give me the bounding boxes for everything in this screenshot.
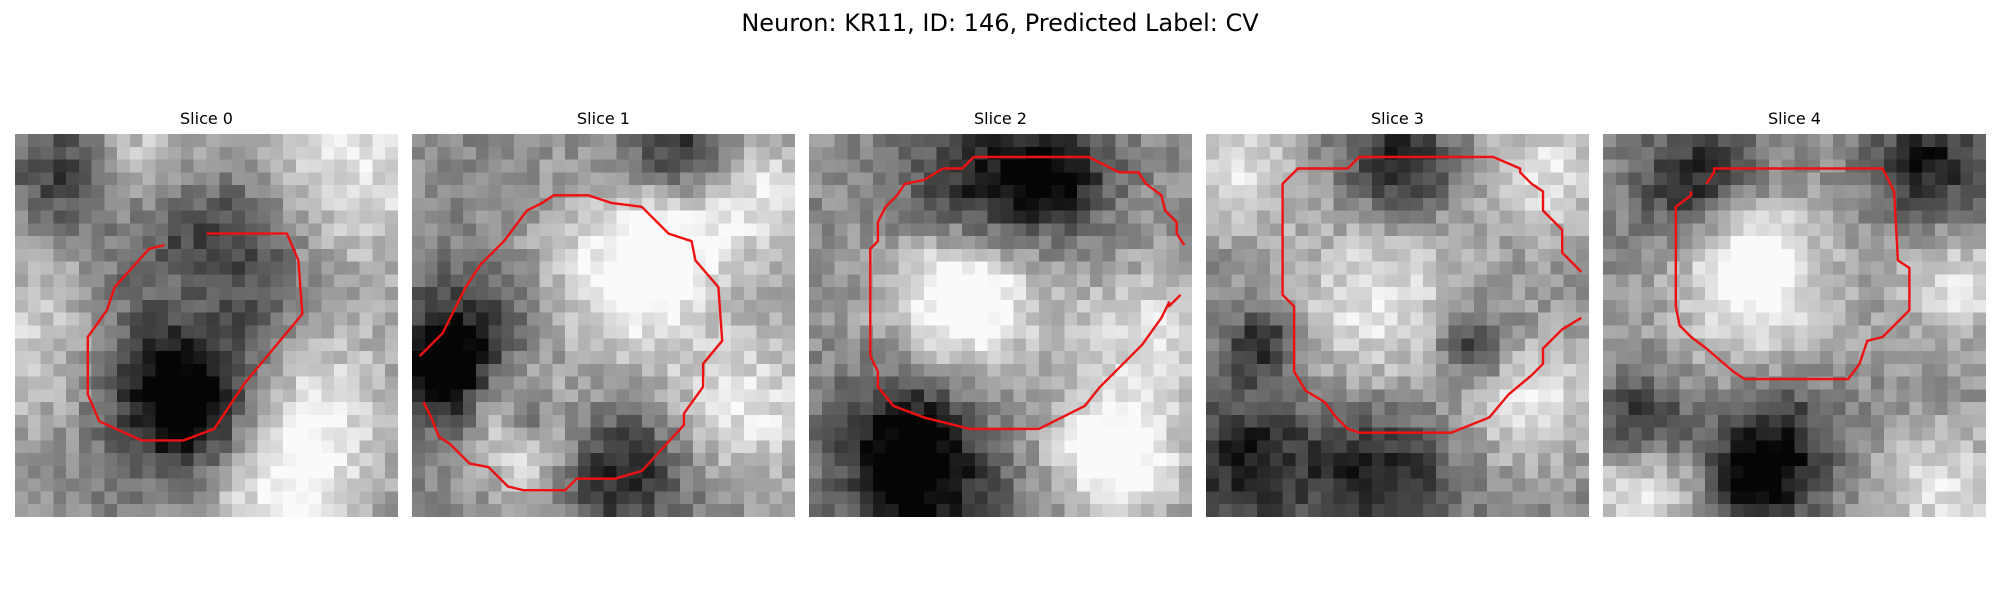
pixel-grid [809,134,1192,517]
slice-panel-1: Slice 1 [412,110,795,517]
segmentation-contour [418,194,724,492]
segmentation-contour [869,155,1186,431]
slice-image [1603,134,1986,517]
segmentation-contour [1674,167,1911,381]
pixel-grid [15,134,398,517]
slice-panel-0: Slice 0 [15,110,398,517]
slice-image [1206,134,1589,517]
slice-panel-4: Slice 4 [1603,110,1986,517]
segmentation-contour [86,232,304,442]
slice-title: Slice 1 [577,109,630,128]
pixel-grid [1206,134,1589,517]
slice-image [412,134,795,517]
slice-image [809,134,1192,517]
slice-title: Slice 4 [1768,109,1821,128]
slice-image [15,134,398,517]
pixel-grid [1603,134,1986,517]
segmentation-contour [1281,155,1583,434]
slice-panel-3: Slice 3 [1206,110,1589,517]
slice-title: Slice 2 [974,109,1027,128]
slice-title: Slice 3 [1371,109,1424,128]
slice-panel-2: Slice 2 [809,110,1192,517]
slice-title: Slice 0 [180,109,233,128]
figure-title: Neuron: KR11, ID: 146, Predicted Label: … [741,9,1259,37]
pixel-grid [412,134,795,517]
